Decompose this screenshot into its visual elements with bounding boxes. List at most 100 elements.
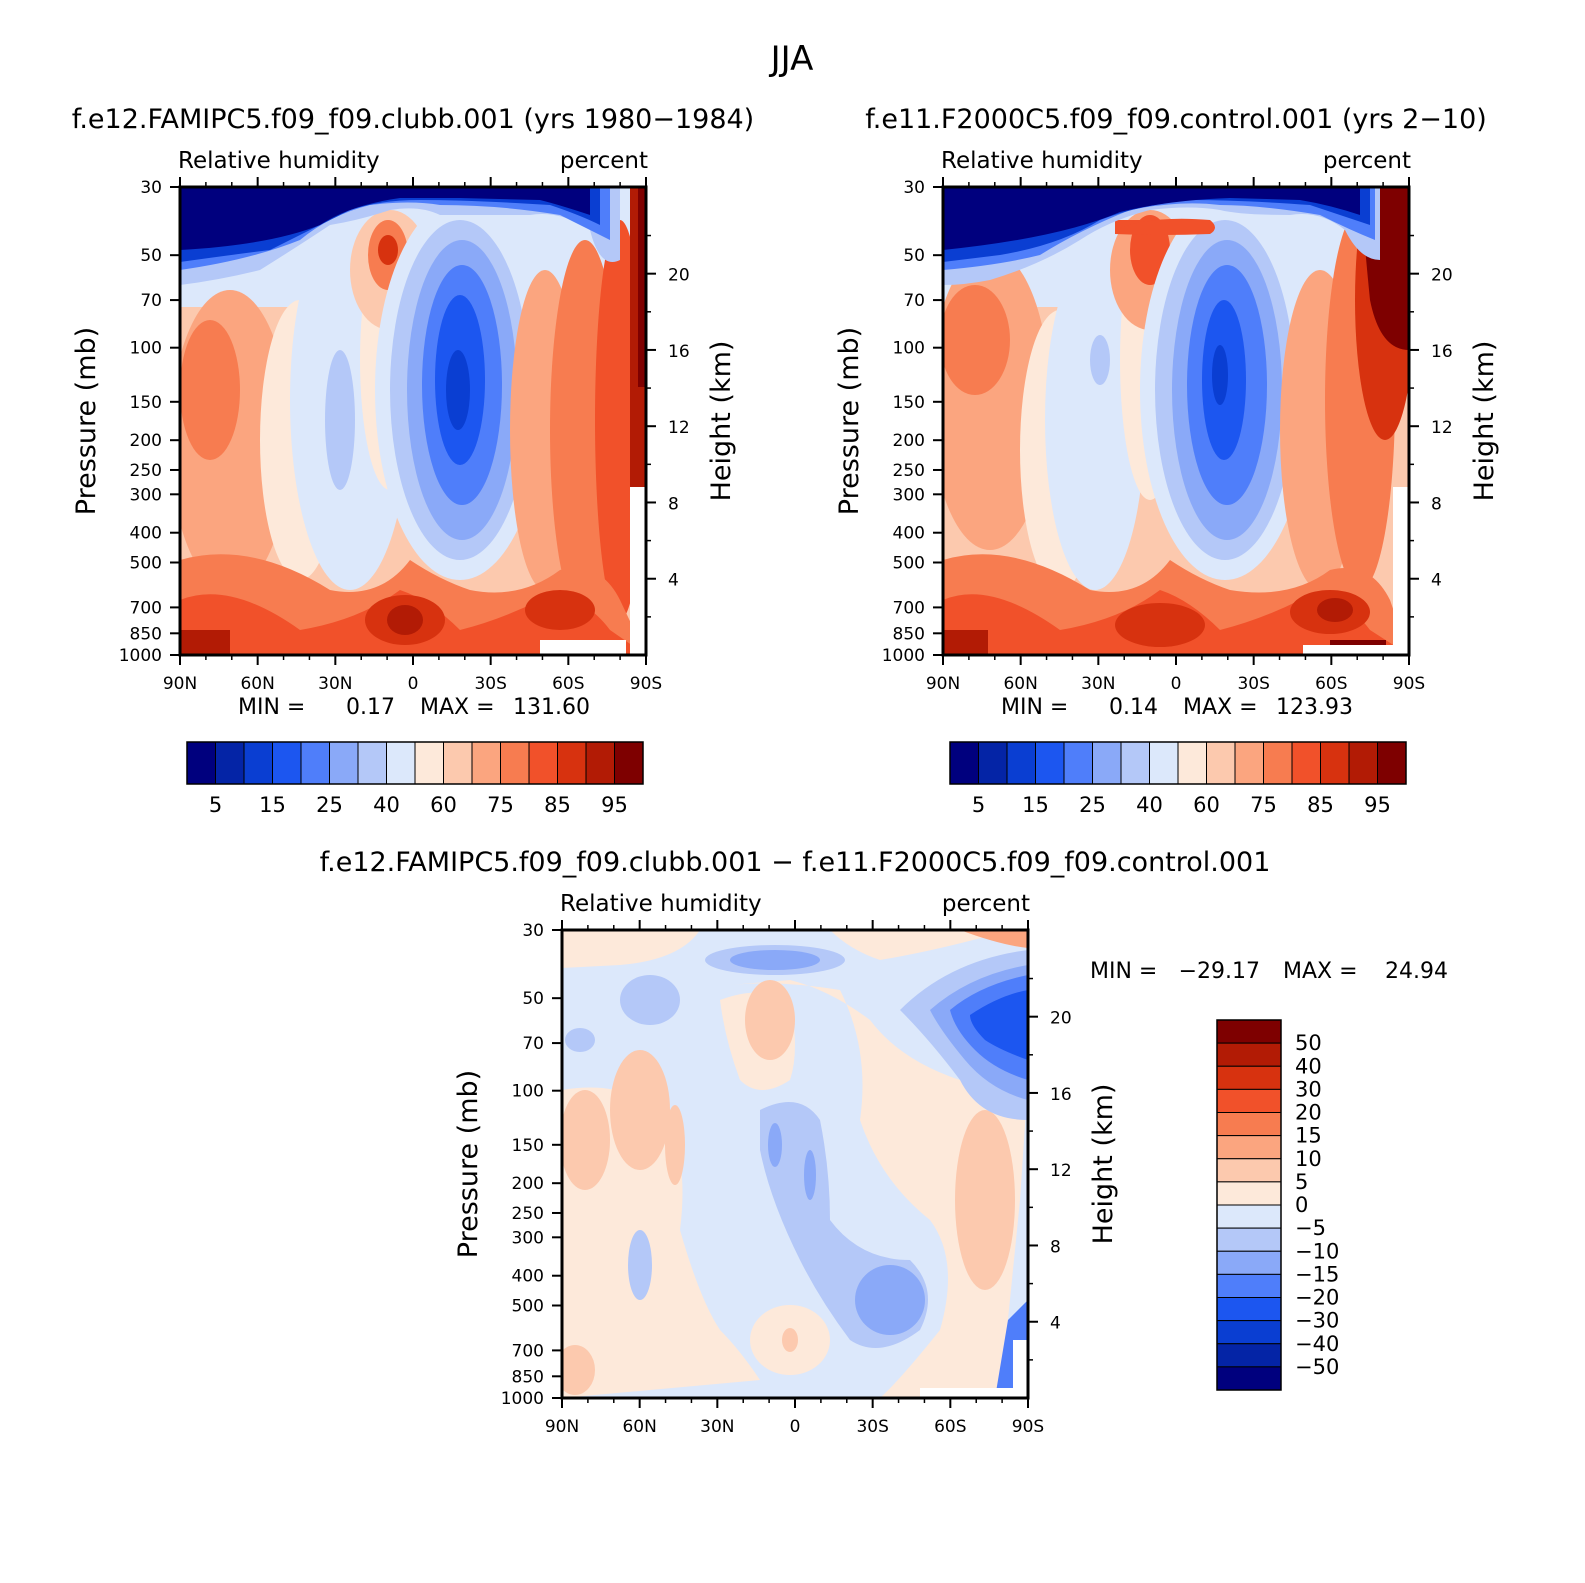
colorbar-label: 5 <box>209 793 222 817</box>
panel-1-ylabel: Pressure (mb) <box>71 327 102 515</box>
colorbar-swatch <box>1216 1112 1282 1137</box>
colorbar-swatch <box>1216 1019 1282 1044</box>
colorbar-swatch <box>243 741 273 785</box>
y2-tick-label: 20 <box>1050 1009 1072 1029</box>
colorbar-swatch <box>614 741 644 785</box>
panel-3-min-label: MIN = <box>1090 959 1157 984</box>
colorbar-swatch <box>1216 1227 1282 1252</box>
colorbar-swatch <box>1377 741 1407 785</box>
panel-3-left-label: Relative humidity <box>560 891 762 917</box>
colorbar-label: 40 <box>373 793 400 817</box>
colorbar-swatch <box>1216 1273 1282 1298</box>
y-tick-label: 200 <box>893 431 925 451</box>
colorbar-swatch <box>1291 741 1321 785</box>
panel-2-field <box>943 187 1409 655</box>
panel-3-max-label: MAX = <box>1283 959 1358 984</box>
colorbar-label: 30 <box>1295 1077 1322 1101</box>
colorbar-swatch <box>528 741 558 785</box>
colorbar-swatch <box>414 741 444 785</box>
y-tick-label: 850 <box>130 624 162 644</box>
colorbar-swatch <box>1216 1135 1282 1160</box>
colorbar-swatch <box>1149 741 1179 785</box>
colorbar-label: 95 <box>1364 793 1391 817</box>
y-tick-label: 50 <box>522 989 544 1009</box>
colorbar-frame <box>1216 1019 1282 1391</box>
x-tick-label: 60S <box>552 674 584 694</box>
colorbar-label: −10 <box>1295 1239 1339 1263</box>
y2-tick-label: 16 <box>1050 1085 1072 1105</box>
panel-1-field <box>180 187 646 655</box>
y-tick-label: 300 <box>512 1228 544 1248</box>
y2-tick-label: 20 <box>1431 266 1453 286</box>
y-tick-label: 50 <box>903 246 925 266</box>
panel-2: f.e11.F2000C5.f09_f09.control.001 (yrs 2… <box>834 104 1500 817</box>
colorbar-label: 15 <box>1295 1124 1322 1148</box>
x-tick-label: 90S <box>1012 1417 1044 1437</box>
colorbar-label: −20 <box>1295 1286 1339 1310</box>
y-tick-label: 150 <box>130 393 162 413</box>
y2-tick-label: 16 <box>668 342 690 362</box>
colorbar-swatch <box>978 741 1008 785</box>
colorbar-label: 50 <box>1295 1031 1322 1055</box>
colorbar-label: 85 <box>544 793 571 817</box>
colorbar-label: 85 <box>1307 793 1334 817</box>
x-tick-label: 0 <box>1171 674 1182 694</box>
y2-tick-label: 8 <box>668 494 679 514</box>
panel-3-min-value: −29.17 <box>1179 959 1260 984</box>
panel-3-ylabel: Pressure (mb) <box>453 1070 484 1258</box>
y-tick-label: 250 <box>893 461 925 481</box>
colorbar-swatch <box>329 741 359 785</box>
colorbar-swatch <box>1263 741 1293 785</box>
panel-1-min-value: 0.17 <box>346 695 395 720</box>
colorbar-label: −50 <box>1295 1355 1339 1379</box>
colorbar-swatch <box>1216 1320 1282 1345</box>
y-tick-label: 30 <box>522 921 544 941</box>
colorbar-swatch <box>1216 1366 1282 1391</box>
panel-2-left-label: Relative humidity <box>941 148 1143 174</box>
y2-tick-label: 8 <box>1431 494 1442 514</box>
y-tick-label: 500 <box>130 553 162 573</box>
colorbar-label: 75 <box>487 793 514 817</box>
panel-3-title: f.e12.FAMIPC5.f09_f09.clubb.001 − f.e11.… <box>320 847 1271 878</box>
panel-1: f.e12.FAMIPC5.f09_f09.clubb.001 (yrs 198… <box>71 104 754 817</box>
y-tick-label: 100 <box>512 1082 544 1102</box>
x-tick-label: 30S <box>856 1417 888 1437</box>
panel-1-axes: 90N 60N 30N 0 30S 60S 90S 30 50 70 100 150 200 250 300… <box>119 177 690 694</box>
colorbar-label: 5 <box>1295 1170 1308 1194</box>
y2-tick-label: 12 <box>668 418 690 438</box>
y2-tick-label: 8 <box>1050 1237 1061 1257</box>
colorbar-label: 15 <box>259 793 286 817</box>
colorbar-swatch <box>1234 741 1264 785</box>
colorbar-swatch <box>1035 741 1065 785</box>
panel-3-axes: 90N 60N 30N 0 30S 60S 90S 30 50 70 100 150 200 250 300… <box>501 920 1072 1437</box>
panel-1-min-label: MIN = <box>238 695 305 720</box>
x-tick-label: 90S <box>1393 674 1425 694</box>
y-tick-label: 500 <box>893 553 925 573</box>
x-tick-label: 0 <box>790 1417 801 1437</box>
y2-tick-label: 4 <box>1431 571 1442 591</box>
y-tick-label: 1000 <box>882 646 925 666</box>
colorbar-swatch <box>1092 741 1122 785</box>
colorbar-label: 5 <box>972 793 985 817</box>
x-tick-label: 30N <box>700 1417 734 1437</box>
colorbar-label: −40 <box>1295 1332 1339 1356</box>
colorbar-swatch <box>471 741 501 785</box>
colorbar-swatch <box>1348 741 1378 785</box>
colorbar-swatch <box>1216 1158 1282 1183</box>
y-tick-label: 400 <box>512 1267 544 1287</box>
colorbar-label: 40 <box>1295 1054 1322 1078</box>
panel-2-max-value: 123.93 <box>1276 695 1353 720</box>
x-tick-label: 60N <box>240 674 274 694</box>
y2-tick-label: 12 <box>1431 418 1453 438</box>
colorbar-label: 10 <box>1295 1147 1322 1171</box>
colorbar-swatch <box>1216 1088 1282 1113</box>
panel-2-colorbar: 5 15 25 40 60 75 85 95 <box>949 741 1407 817</box>
y-tick-label: 700 <box>130 598 162 618</box>
colorbar-swatch <box>1216 1065 1282 1090</box>
panel-3-field <box>562 930 1028 1398</box>
panel-2-right-label: percent <box>1323 148 1411 174</box>
colorbar-swatch <box>1216 1343 1282 1368</box>
y-tick-label: 70 <box>140 291 162 311</box>
